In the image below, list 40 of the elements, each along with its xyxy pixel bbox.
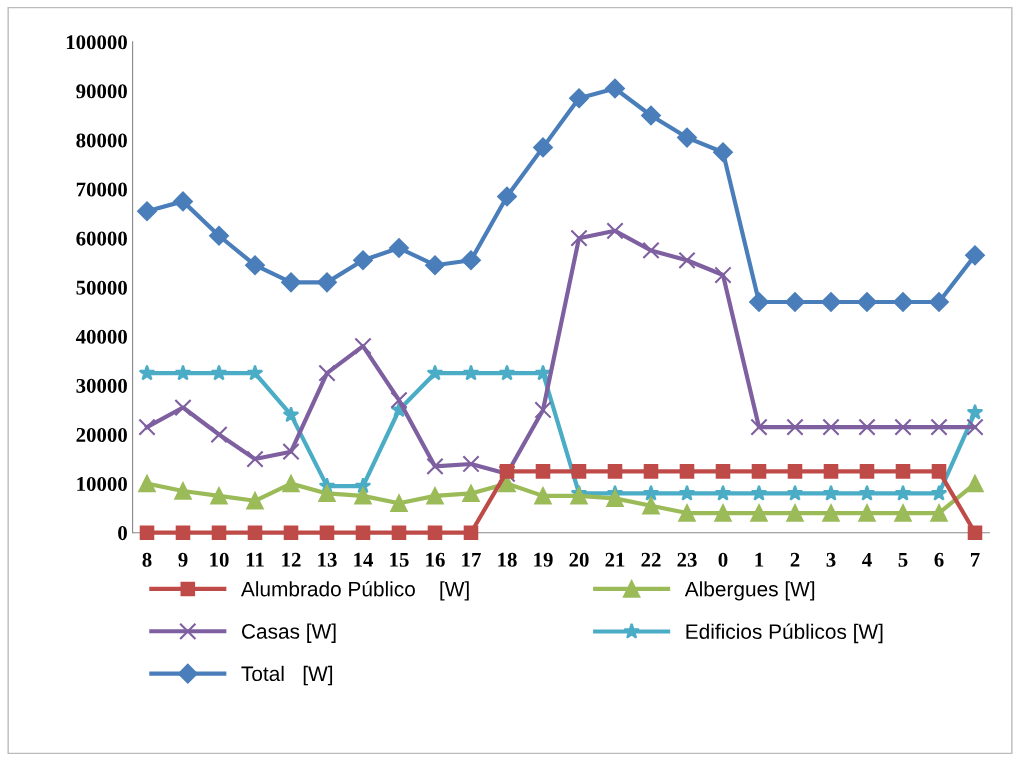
x-tick-label: 6 [934,552,944,567]
y-tick-label: 60000 [76,231,127,246]
x-tick-label: 1 [755,552,764,567]
x-tick-label: 9 [178,552,188,567]
x-tick-label: 17 [462,552,481,567]
y-tick-label: 20000 [76,427,127,442]
legend-label: Albergues [W] [684,581,815,601]
x-tick-label: 14 [354,552,374,567]
x-tick-label: 11 [246,552,264,567]
x-tick-label: 15 [390,552,409,567]
x-tick-label: 10 [210,552,229,567]
y-tick-label: 90000 [76,84,127,99]
legend-label: Edificios Públicos [W] [686,623,883,644]
x-tick-label: 5 [898,552,908,567]
y-tick-label: 40000 [75,329,127,344]
x-tick-label: 8 [142,552,152,567]
x-tick-label: 2 [790,552,800,567]
x-tick-label: 4 [862,552,872,567]
x-tick-label: 7 [970,552,980,567]
x-tick-label: 3 [826,552,836,567]
x-tick-label: 0 [718,552,728,567]
x-tick-label: 21 [605,552,625,567]
y-tick-label: 0 [118,526,127,541]
y-tick-label: 100000 [66,35,127,50]
x-tick-label: 22 [641,552,661,567]
y-tick-label: 70000 [76,182,127,197]
legend-label: Total [W] [241,665,333,686]
y-tick-label: 80000 [76,133,127,148]
legend-label: Casas [W] [241,623,336,643]
y-tick-label: 50000 [76,280,127,295]
y-tick-label: 10000 [77,476,127,492]
y-tick-label: 30000 [76,378,127,393]
x-tick-label: 23 [677,552,697,567]
x-tick-label: 18 [498,552,517,567]
legend-label: Alumbrado Público [W] [240,580,469,601]
x-tick-label: 20 [569,552,589,567]
x-tick-label: 16 [426,552,445,567]
x-tick-label: 19 [534,552,553,567]
x-tick-label: 12 [282,552,301,567]
x-tick-label: 13 [318,552,337,567]
